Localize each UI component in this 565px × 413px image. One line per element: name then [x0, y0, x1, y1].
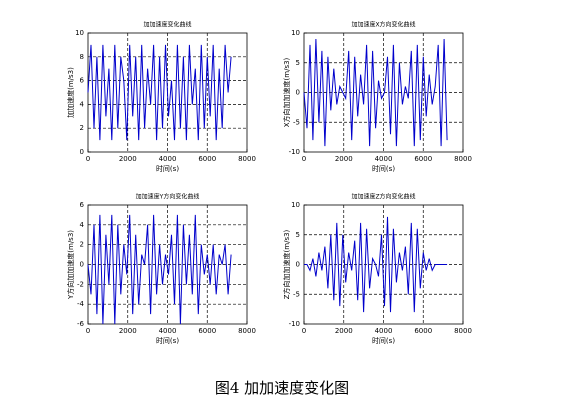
y-tick-label: 0 [296, 261, 300, 269]
x-tick-label: 8000 [238, 155, 256, 163]
x-axis-label: 时间(s) [372, 336, 395, 345]
x-tick-label: 4000 [159, 155, 177, 163]
caption: 图4 加加速度变化图 [215, 379, 349, 397]
data-line [87, 214, 232, 325]
x-tick-label: 6000 [414, 327, 432, 335]
y-tick-label: 10 [291, 29, 300, 37]
y-tick-label: 6 [80, 77, 85, 85]
x-axis-label: 时间(s) [156, 164, 179, 173]
y-tick-label: -5 [293, 118, 300, 126]
x-tick-label: 2000 [335, 327, 353, 335]
x-tick-label: 8000 [454, 327, 472, 335]
y-tick-label: 0 [80, 148, 84, 156]
chart-title: 加加速度Z方向变化曲线 [351, 193, 415, 201]
y-tick-label: 4 [80, 100, 85, 108]
y-tick-label: -10 [289, 320, 300, 328]
x-tick-label: 4000 [375, 155, 393, 163]
x-tick-label: 4000 [375, 327, 393, 335]
y-tick-label: 4 [80, 221, 85, 229]
y-tick-label: 2 [80, 124, 84, 132]
y-tick-label: -5 [293, 290, 300, 298]
x-tick-label: 0 [86, 327, 90, 335]
y-tick-label: -10 [289, 148, 300, 156]
chart-title: 加加速度变化曲线 [143, 21, 191, 29]
y-axis-label: 加加速度(m/s3) [66, 67, 75, 118]
x-tick-label: 4000 [159, 327, 177, 335]
x-tick-label: 0 [86, 155, 90, 163]
x-tick-label: 0 [302, 327, 306, 335]
x-tick-label: 6000 [414, 155, 432, 163]
chart-title: 加加速度Y方向变化曲线 [136, 193, 200, 201]
data-line [303, 38, 448, 147]
y-tick-label: 6 [80, 201, 85, 209]
y-tick-label: -4 [77, 300, 85, 308]
y-tick-label: 0 [296, 89, 300, 97]
x-tick-label: 6000 [198, 327, 216, 335]
y-axis-label: Y方向加加速度(m/s3) [66, 230, 75, 300]
x-tick-label: 8000 [238, 327, 256, 335]
y-tick-label: -2 [77, 280, 84, 288]
x-tick-label: 8000 [454, 155, 472, 163]
x-tick-label: 0 [302, 155, 306, 163]
x-axis-label: 时间(s) [156, 336, 179, 345]
y-tick-label: 5 [296, 59, 300, 67]
y-tick-label: 8 [80, 53, 84, 61]
y-tick-label: 5 [296, 231, 300, 239]
y-tick-label: -6 [77, 320, 85, 328]
data-line [87, 44, 232, 141]
x-tick-label: 2000 [119, 327, 137, 335]
data-line [304, 216, 448, 313]
y-tick-label: 2 [80, 241, 84, 249]
y-tick-label: 0 [80, 261, 84, 269]
y-axis-label: X方向加加速度(m/s3) [282, 57, 291, 127]
x-tick-label: 2000 [335, 155, 353, 163]
y-axis-label: Z方向加加速度(m/s3) [282, 229, 291, 299]
y-tick-label: 10 [291, 201, 300, 209]
x-tick-label: 2000 [119, 155, 137, 163]
x-axis-label: 时间(s) [372, 164, 395, 173]
y-tick-label: 10 [75, 29, 84, 37]
x-tick-label: 6000 [198, 155, 216, 163]
chart-title: 加加速度X方向变化曲线 [351, 21, 415, 29]
